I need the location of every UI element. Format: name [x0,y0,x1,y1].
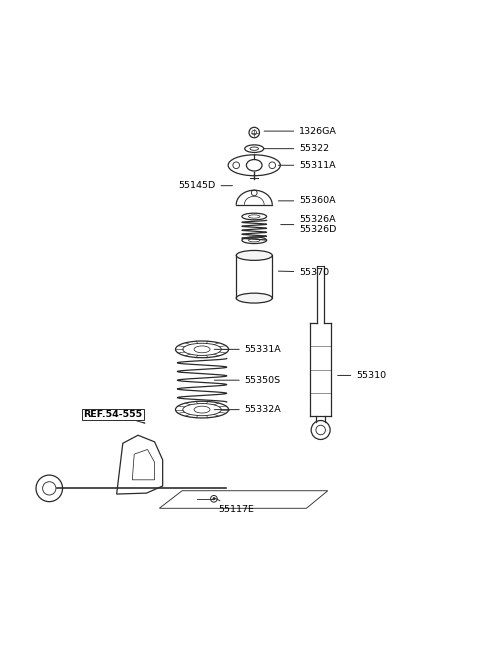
Text: 55326A
55326D: 55326A 55326D [281,215,336,234]
Text: 55331A: 55331A [214,345,281,354]
Ellipse shape [236,251,272,260]
Text: 55332A: 55332A [214,405,281,414]
Text: REF.54-555: REF.54-555 [84,410,145,423]
Text: 55311A: 55311A [278,161,336,170]
Text: 55145D: 55145D [179,181,232,190]
Text: REF.54-555: REF.54-555 [84,410,145,423]
Ellipse shape [236,293,272,303]
Text: 55350S: 55350S [214,376,281,384]
Text: 55370: 55370 [278,268,329,277]
Text: 55322: 55322 [264,144,329,153]
Text: 1326GA: 1326GA [264,127,337,136]
Circle shape [213,497,216,501]
Text: 55360A: 55360A [278,196,336,205]
Text: 55117E: 55117E [214,498,254,514]
Text: 55310: 55310 [337,371,386,380]
